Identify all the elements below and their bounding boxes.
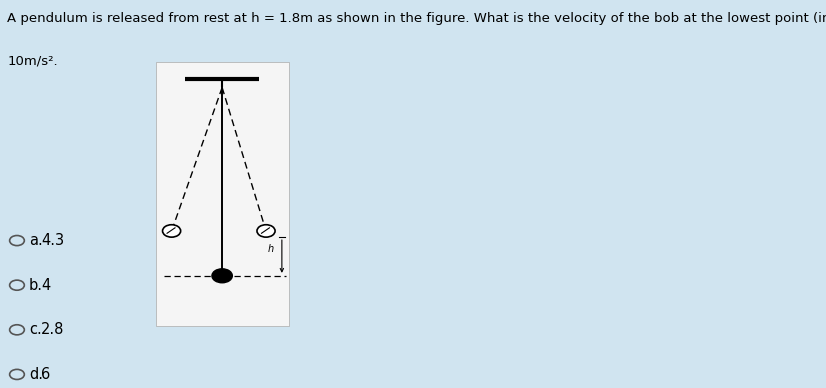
Text: 2.8: 2.8 xyxy=(41,322,64,337)
Text: c.: c. xyxy=(29,322,41,337)
Circle shape xyxy=(163,225,181,237)
Text: A pendulum is released from rest at h = 1.8m as shown in the figure. What is the: A pendulum is released from rest at h = … xyxy=(7,12,826,25)
Circle shape xyxy=(212,269,232,283)
Text: a.: a. xyxy=(29,233,43,248)
Text: h: h xyxy=(267,244,273,255)
Text: 4.3: 4.3 xyxy=(41,233,64,248)
Text: 10m/s².: 10m/s². xyxy=(7,54,58,68)
Text: d.: d. xyxy=(29,367,43,382)
Bar xyxy=(155,62,288,326)
Circle shape xyxy=(257,225,275,237)
Text: 4: 4 xyxy=(41,278,50,293)
Text: b.: b. xyxy=(29,278,43,293)
Text: 6: 6 xyxy=(41,367,50,382)
